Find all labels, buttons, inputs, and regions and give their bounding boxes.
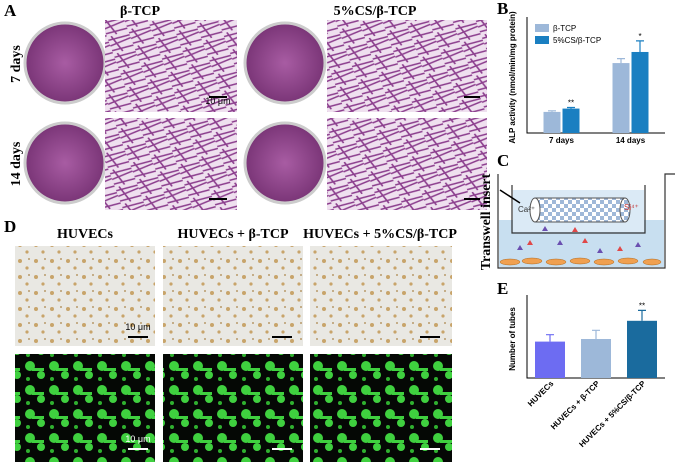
bar: [562, 108, 580, 133]
panel-label: E: [497, 279, 508, 298]
panel-a-images: [23, 20, 487, 210]
significance: *: [638, 32, 641, 41]
error-bar: [638, 309, 646, 321]
axis: [526, 295, 665, 379]
diagram-label: Transwell insert: [479, 173, 494, 270]
x-tick-label: 14 days: [616, 136, 646, 145]
column-header: HUVECs + 5%CS/β-TCP: [303, 227, 457, 242]
legend-label: 5%CS/β-TCP: [553, 36, 601, 45]
y-axis-label: Number of tubes: [508, 307, 517, 371]
bar: [627, 320, 657, 378]
ion-label: Si⁴⁺: [624, 203, 639, 212]
bar: [612, 63, 630, 133]
error-bar: [592, 329, 600, 339]
ion-label: Ca²⁺: [518, 205, 535, 214]
panel-label: A: [4, 1, 17, 20]
panel-label: D: [4, 217, 16, 236]
legend-swatch: [535, 36, 549, 44]
error-bar: [617, 58, 625, 64]
error-bar: [636, 40, 644, 52]
bar: [581, 339, 611, 378]
transwell-diagram: [497, 173, 675, 269]
scale-label: 10 μm: [125, 322, 150, 332]
x-tick-label: HUVECs + β-TCP: [549, 379, 602, 432]
panel-d-images: [15, 246, 452, 462]
column-header: β-TCP: [120, 4, 160, 19]
column-header: 5%CS/β-TCP: [334, 4, 417, 19]
significance: **: [639, 301, 645, 310]
legend-swatch: [535, 24, 549, 32]
column-header: HUVECs + β-TCP: [177, 227, 288, 242]
y-axis-label: ALP activity (nmol/min/mg protein): [508, 11, 517, 144]
x-tick-label: 7 days: [549, 136, 574, 145]
scale-label: 10 μm: [125, 434, 150, 444]
row-header: 14 days: [9, 141, 24, 186]
scale-label: 10 μm: [205, 96, 230, 106]
bar: [535, 341, 565, 378]
error-bar: [548, 110, 556, 112]
bar: [631, 51, 649, 133]
significance: **: [568, 98, 574, 107]
panel-label: B: [497, 0, 508, 18]
panel-label: C: [497, 151, 509, 170]
x-tick-label: HUVECs: [526, 379, 556, 409]
error-bar: [546, 334, 554, 342]
legend-label: β-TCP: [553, 24, 576, 33]
column-header: HUVECs: [57, 227, 114, 242]
row-header: 7 days: [9, 45, 24, 83]
error-bar: [567, 106, 575, 109]
bar: [543, 111, 561, 133]
